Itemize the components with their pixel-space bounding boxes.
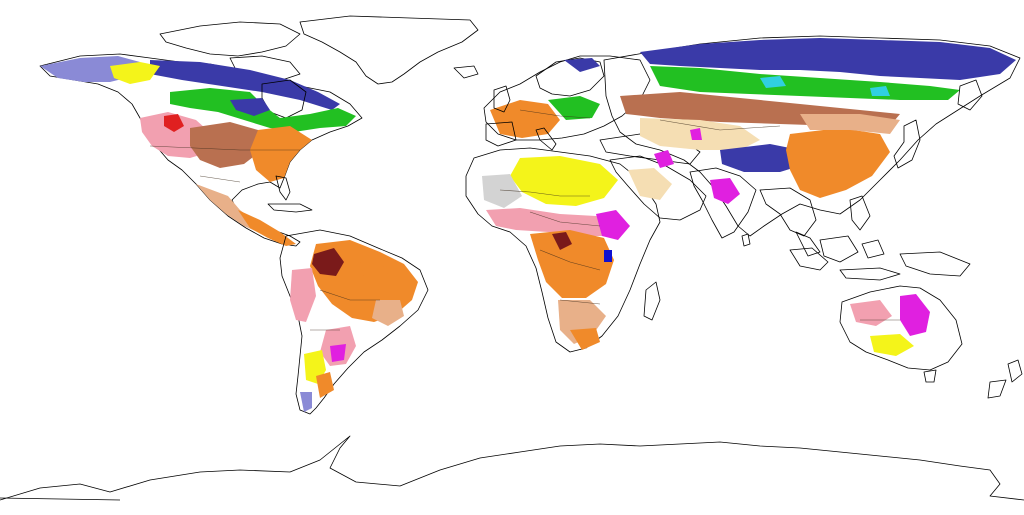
maritime-southeast-asia [789,195,971,281]
new-zealand [987,359,1023,399]
north-america [39,21,363,247]
greenland [299,15,479,85]
asia [603,35,1021,257]
south-america [279,229,429,415]
africa [465,147,661,353]
australia [839,285,963,383]
europe [453,55,651,151]
antarctica [0,435,1024,501]
country-borders [149,109,900,331]
